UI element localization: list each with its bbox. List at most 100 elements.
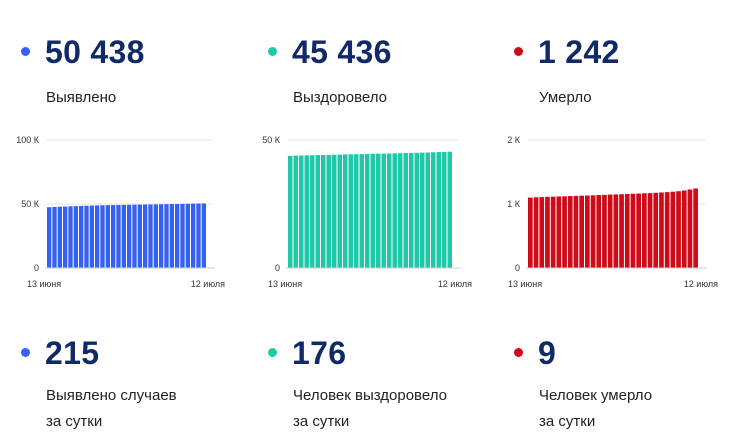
died-daily-label-line1: Человек умерло <box>539 387 653 404</box>
recovered-dot-icon <box>268 47 277 56</box>
died-bar <box>613 194 619 268</box>
recovered-bar <box>381 153 386 268</box>
detected-total-value: 50 438 <box>45 34 145 70</box>
recovered-total-value: 45 436 <box>292 34 392 70</box>
died-bar <box>653 192 659 268</box>
detected-daily-dot-icon <box>21 348 30 357</box>
recovered-bar <box>414 152 419 268</box>
detected-bar <box>127 204 132 268</box>
detected-daily-label-line2: за сутки <box>46 413 103 430</box>
recovered-daily-label: Человек выздоровело за сутки <box>293 383 447 435</box>
recovered-total-label: Выздоровело <box>293 89 388 106</box>
died-bar <box>687 189 693 268</box>
detected-bar <box>111 205 116 268</box>
recovered-bar <box>293 155 298 268</box>
recovered-bar <box>332 154 337 268</box>
recovered-daily-label-line2: за сутки <box>293 413 350 430</box>
died-bar <box>636 193 641 268</box>
detected-bar <box>132 204 137 268</box>
detected-xtick-end-label: 12 июля <box>191 279 225 289</box>
recovered-bar <box>310 155 315 268</box>
died-bar <box>670 191 676 268</box>
died-bar <box>647 193 653 268</box>
detected-bar <box>63 206 68 268</box>
died-bar <box>590 195 596 268</box>
died-bar <box>642 193 647 268</box>
detected-bar <box>89 205 94 268</box>
detected-bar <box>68 206 73 268</box>
recovered-bar <box>288 155 293 268</box>
died-bar <box>567 196 573 268</box>
died-daily-dot-icon <box>514 348 523 357</box>
died-xtick-end-label: 12 июля <box>684 279 718 289</box>
recovered-bar <box>376 153 381 268</box>
died-ytick-label: 1 К <box>507 199 521 209</box>
recovered-bar <box>348 154 353 268</box>
died-bar <box>550 196 556 268</box>
recovered-bar <box>359 154 364 268</box>
detected-bar <box>185 203 190 268</box>
recovered-daily-label-line1: Человек выздоровело <box>293 387 447 404</box>
detected-xtick-start-label: 13 июня <box>27 279 61 289</box>
recovered-daily-dot-icon <box>268 348 277 357</box>
recovered-bar <box>425 152 430 268</box>
detected-bar <box>84 205 89 268</box>
detected-ytick-label: 50 К <box>21 199 40 209</box>
died-bar <box>659 192 664 268</box>
died-bar <box>533 197 539 268</box>
detected-bar <box>196 203 201 268</box>
recovered-bar <box>387 153 392 268</box>
recovered-xtick-start-label: 13 июня <box>268 279 302 289</box>
detected-daily-value: 215 <box>45 335 100 371</box>
recovered-bar <box>354 154 359 268</box>
died-total-value: 1 242 <box>538 34 620 70</box>
detected-bar <box>169 204 174 268</box>
recovered-ytick-label: 50 К <box>262 135 281 145</box>
detected-bar <box>79 205 84 268</box>
detected-bar <box>116 204 121 268</box>
detected-bar <box>95 205 100 268</box>
recovered-bar <box>304 155 309 268</box>
detected-bar <box>164 204 169 268</box>
detected-bar <box>201 203 206 268</box>
died-bar <box>619 194 624 268</box>
recovered-bar <box>442 151 447 268</box>
detected-total-label: Выявлено <box>46 89 117 106</box>
detected-bar <box>153 204 158 268</box>
recovered-bar <box>392 153 397 268</box>
detected-bar <box>175 203 180 268</box>
died-xtick-start-label: 13 июня <box>508 279 542 289</box>
recovered-bar <box>299 155 304 268</box>
recovered-bar <box>447 151 452 268</box>
detected-ytick-label: 0 <box>34 263 39 273</box>
detected-ytick-label: 100 К <box>16 135 40 145</box>
died-bar <box>630 193 636 268</box>
detected-daily-label: Выявлено случаев за сутки <box>46 383 177 435</box>
recovered-bar <box>326 154 331 268</box>
detected-bar <box>52 206 57 268</box>
recovered-bar-chart: 50 К 0 13 июня 12 июля <box>262 135 472 289</box>
detected-bar <box>180 203 185 268</box>
detected-bar <box>121 204 126 268</box>
recovered-xtick-end-label: 12 июля <box>438 279 472 289</box>
died-bar <box>545 196 550 268</box>
detected-bar <box>105 205 110 268</box>
died-bar <box>579 195 584 268</box>
recovered-bar <box>343 154 348 268</box>
detected-bar <box>159 204 164 268</box>
detected-bar <box>148 204 153 268</box>
died-bar <box>556 196 562 268</box>
died-bar <box>624 194 630 268</box>
detected-bar <box>57 206 62 268</box>
died-bar <box>607 194 613 268</box>
died-bar <box>528 197 533 268</box>
detected-dot-icon <box>21 47 30 56</box>
recovered-bar <box>370 153 375 268</box>
recovered-bar <box>315 155 320 268</box>
died-total-label: Умерло <box>539 89 592 106</box>
died-bar <box>596 195 602 268</box>
died-bar <box>573 195 579 268</box>
recovered-bar <box>409 152 414 268</box>
recovered-bar <box>420 152 425 268</box>
recovered-bar <box>365 153 370 268</box>
